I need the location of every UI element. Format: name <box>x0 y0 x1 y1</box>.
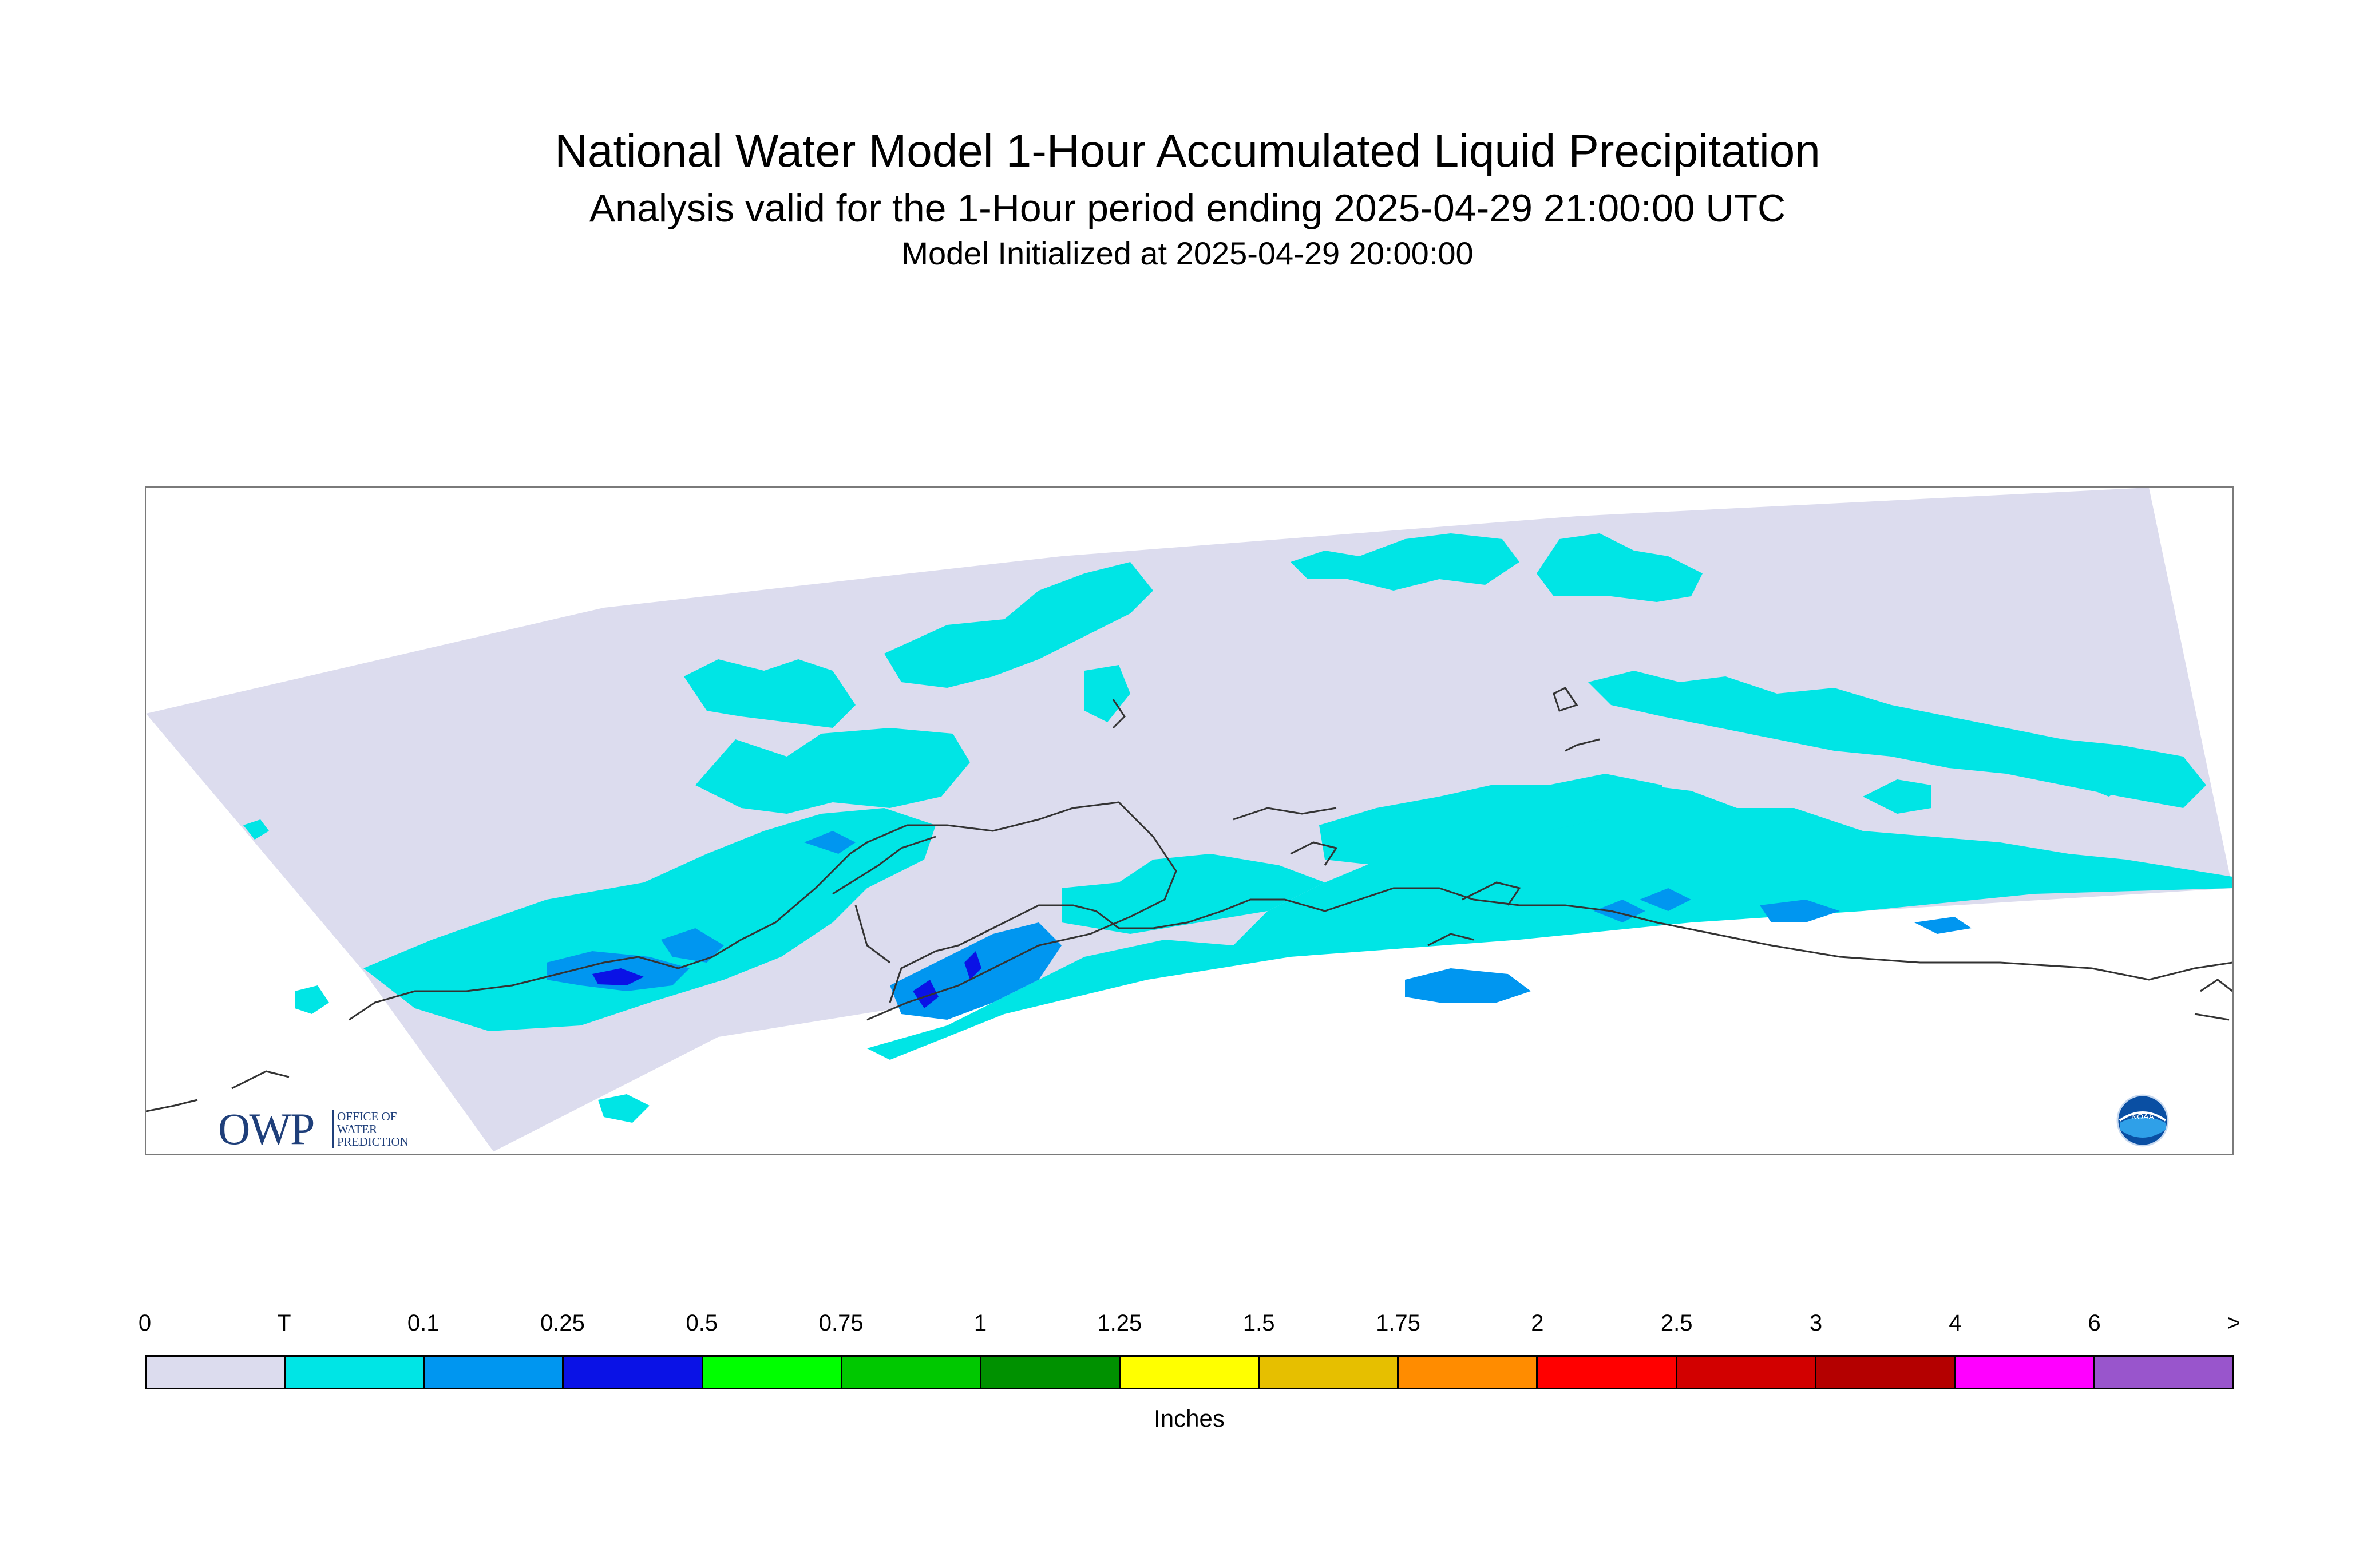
legend-tick-label: 2.5 <box>1660 1310 1693 1336</box>
trace-precip-areas <box>243 533 2232 1123</box>
map-subtitle: Analysis valid for the 1-Hour period end… <box>589 187 1786 230</box>
owp-line-1: OFFICE OF <box>337 1110 397 1123</box>
legend-tick-label: 1.75 <box>1376 1310 1420 1336</box>
legend-units-label: Inches <box>1154 1405 1225 1432</box>
legend-tick-label: 1 <box>973 1310 987 1336</box>
map-title: National Water Model 1-Hour Accumulated … <box>555 125 1820 176</box>
legend-color-bar <box>145 1355 2234 1389</box>
legend-tick-labels: 0 T 0.1 0.25 0.5 0.75 1 1.25 1.5 1.75 2 2.5 3 4 6 > <box>138 1310 2241 1345</box>
legend-tick-label: 2 <box>1531 1310 1544 1336</box>
legend-tick-label: 0.25 <box>540 1310 585 1336</box>
legend-swatch <box>981 1357 1121 1388</box>
legend-tick-label: 3 <box>1809 1310 1823 1336</box>
legend-tick-label: 0 <box>138 1310 152 1336</box>
legend-swatch <box>1538 1357 1677 1388</box>
noaa-logo: NOAA <box>2116 1094 2169 1147</box>
legend-tick-label: 1.25 <box>1097 1310 1142 1336</box>
legend-tick-label: > <box>2227 1310 2241 1336</box>
legend-swatch <box>1955 1357 2095 1388</box>
legend-tick-label: T <box>277 1310 291 1336</box>
legend-swatch <box>1260 1357 1399 1388</box>
owp-line-2: WATER <box>337 1122 377 1136</box>
owp-letters: OWP <box>218 1104 315 1154</box>
owp-logo: OWP OFFICE OF WATER PREDICTION <box>218 1104 436 1154</box>
legend-swatch <box>703 1357 842 1388</box>
model-domain <box>146 488 2232 1154</box>
legend-swatch <box>1120 1357 1260 1388</box>
model-init-time: Model Initialized at 2025-04-29 20:00:00 <box>901 235 1474 271</box>
legend-tick-label: 0.75 <box>818 1310 864 1336</box>
precipitation-map <box>146 488 2232 1154</box>
legend-tick-label: 6 <box>2088 1310 2101 1336</box>
legend-swatch <box>1816 1357 1956 1388</box>
owp-line-3: PREDICTION <box>337 1135 409 1149</box>
noaa-logo-text: NOAA <box>2131 1112 2154 1121</box>
moderate-precip-areas <box>592 951 981 1008</box>
legend-swatch <box>564 1357 703 1388</box>
legend-tick-label: 0.1 <box>407 1310 440 1336</box>
legend-tick-label: 1.5 <box>1242 1310 1275 1336</box>
legend-swatch <box>147 1357 286 1388</box>
map-panel: OWP OFFICE OF WATER PREDICTION NOAA <box>145 486 2234 1155</box>
legend-swatch <box>1677 1357 1816 1388</box>
legend: 0 T 0.1 0.25 0.5 0.75 1 1.25 1.5 1.75 2 2.5 3 4 6 > Inc… <box>138 1310 2241 1448</box>
legend-tick-label: 4 <box>1949 1310 1962 1336</box>
outside-domain <box>146 714 495 1154</box>
legend-swatch <box>1399 1357 1538 1388</box>
coastlines <box>146 687 2232 1112</box>
owp-subtitle: OFFICE OF WATER PREDICTION <box>332 1110 434 1148</box>
legend-swatch <box>2094 1357 2232 1388</box>
legend-swatch <box>286 1357 425 1388</box>
legend-tick-label: 0.5 <box>686 1310 718 1336</box>
legend-swatch <box>842 1357 981 1388</box>
legend-swatch <box>425 1357 564 1388</box>
